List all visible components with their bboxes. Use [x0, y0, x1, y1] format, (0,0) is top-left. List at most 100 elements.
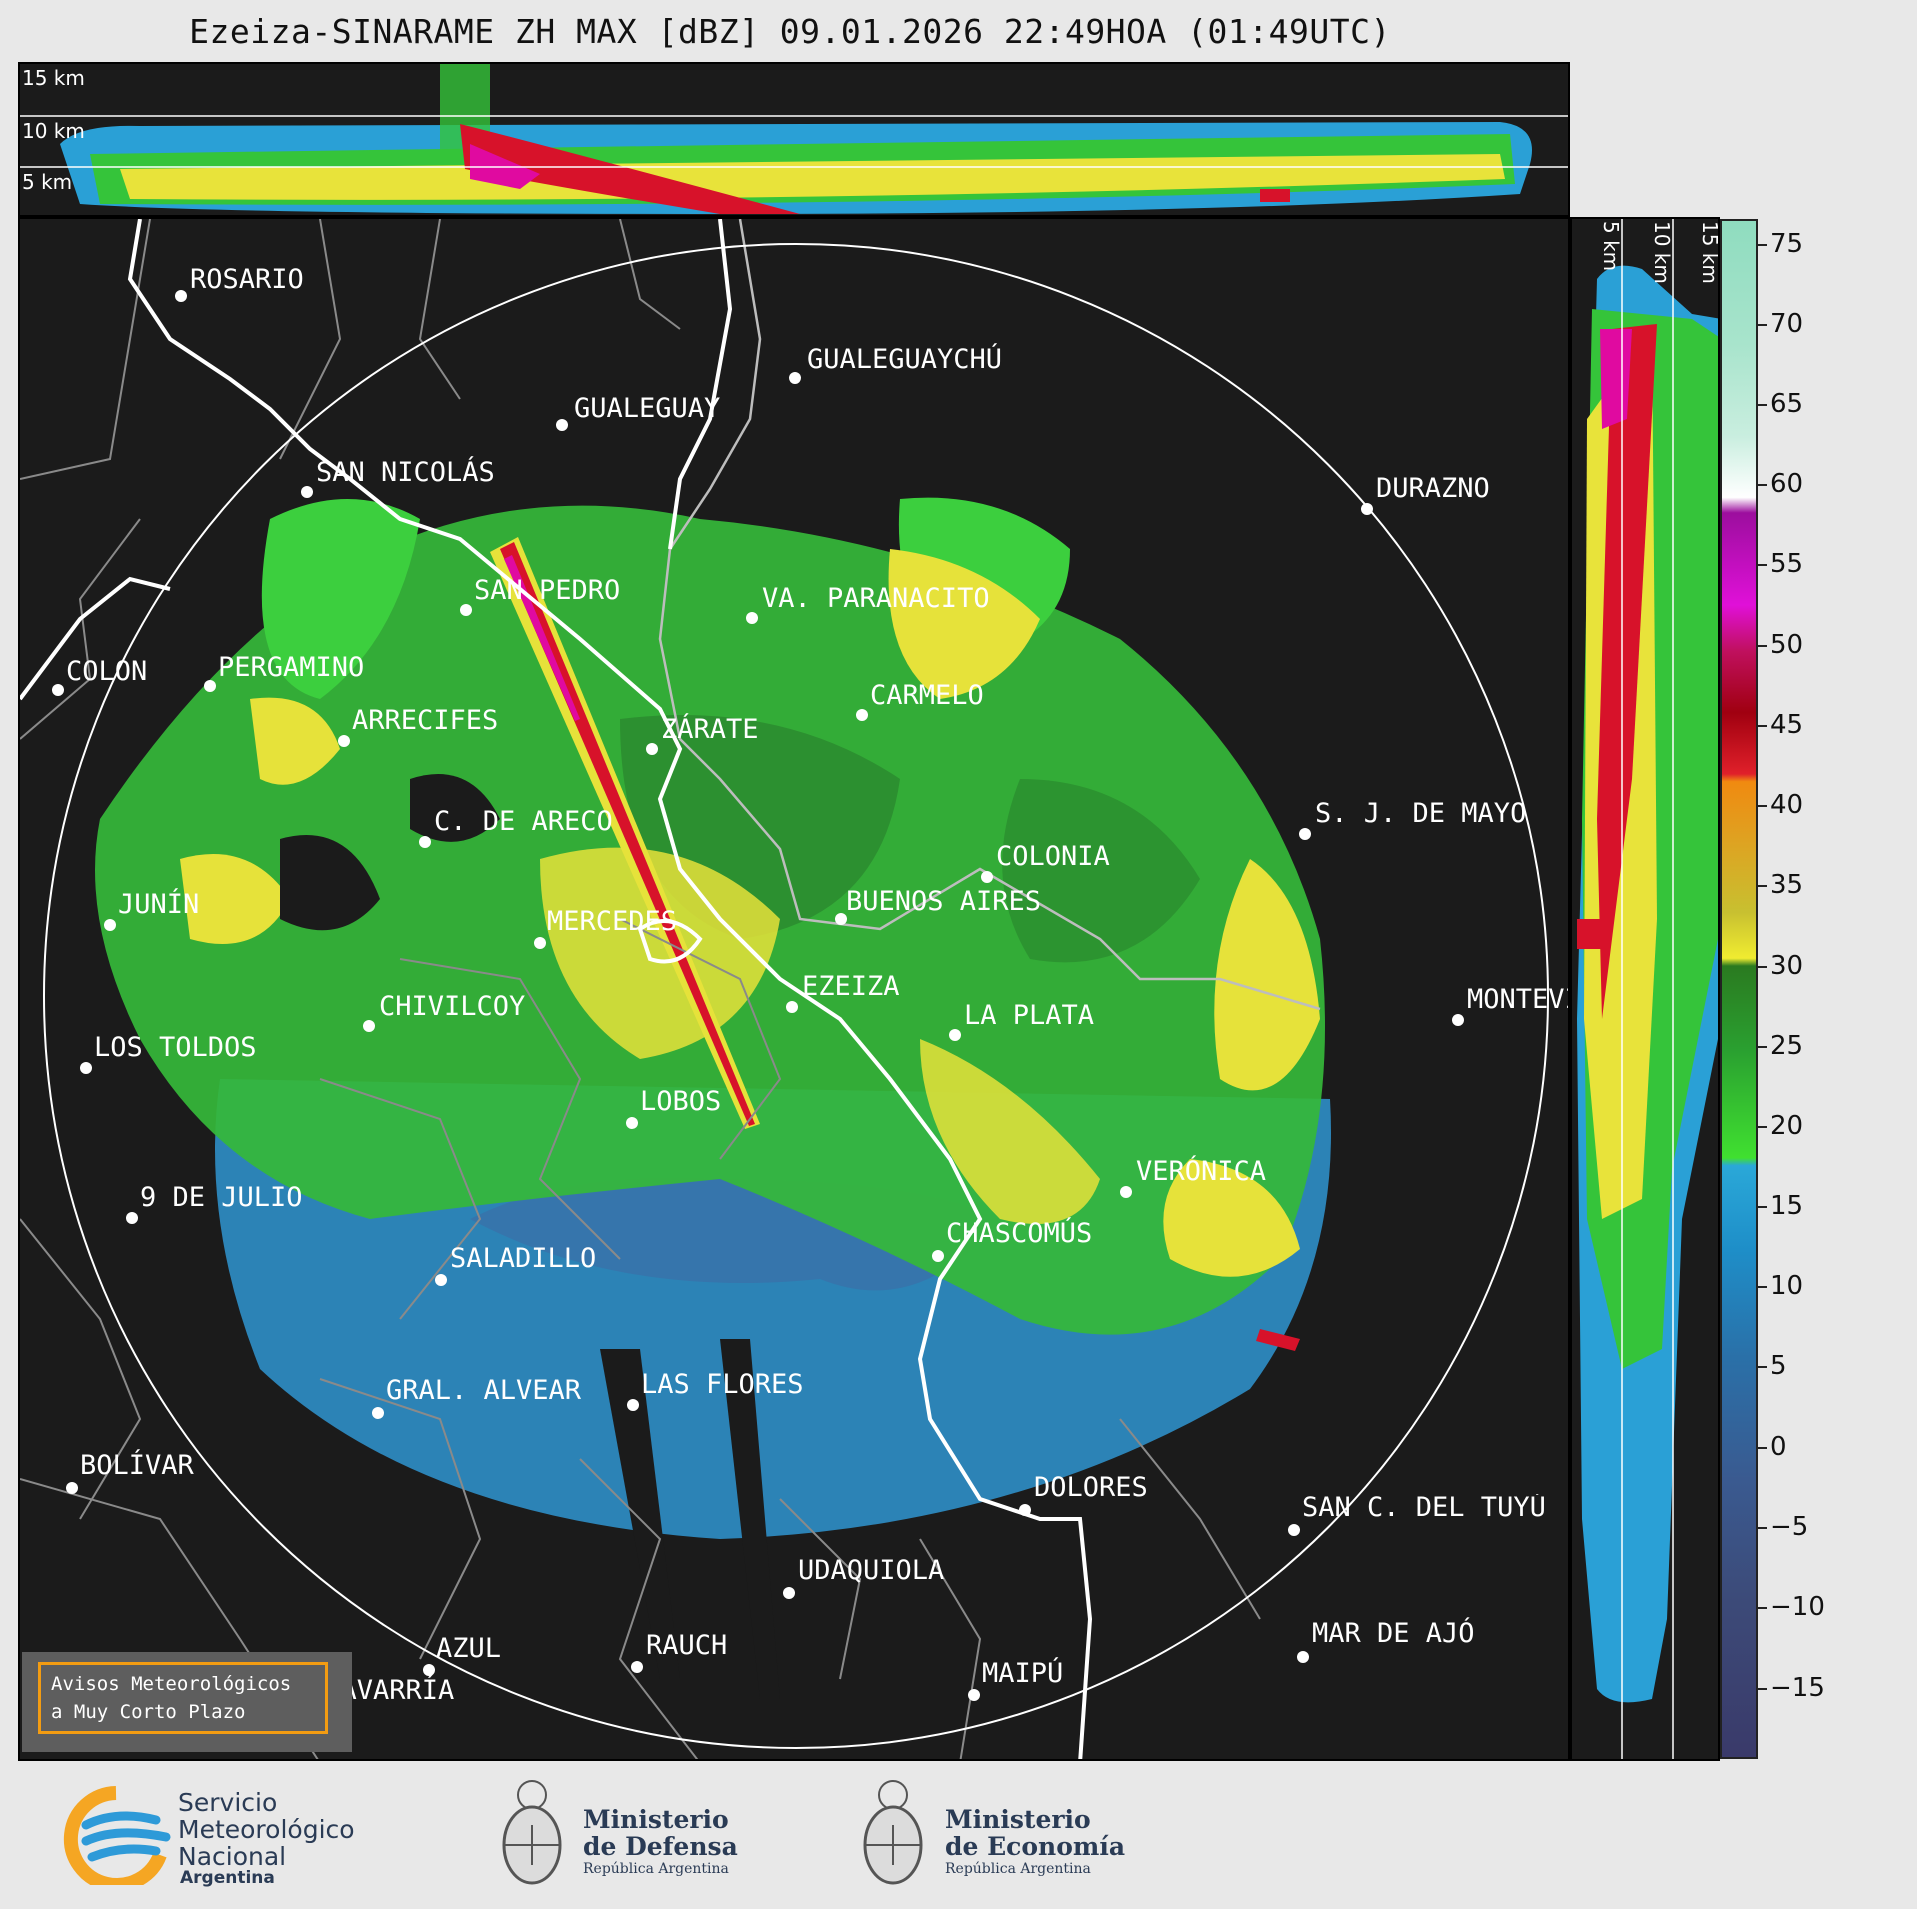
colorbar-tick-label: 55 [1770, 549, 1804, 579]
colorbar-tick-label: 70 [1770, 309, 1804, 339]
city-dot-bolivar [66, 1482, 78, 1494]
city-label-colonia: COLONIA [996, 841, 1110, 872]
city-label-san-nicolas: SAN NICOLÁS [316, 457, 495, 488]
city-dot-9-de-julio [126, 1212, 138, 1224]
colorbar-tick-label: 60 [1770, 469, 1804, 499]
city-dot-colon [52, 684, 64, 696]
city-label-c-de-areco: C. DE ARECO [434, 806, 613, 837]
city-dot-s-j-de-mayo [1299, 828, 1311, 840]
city-label-dolores: DOLORES [1034, 1472, 1148, 1503]
city-dot-veronica [1120, 1186, 1132, 1198]
city-dot-azul [423, 1664, 435, 1676]
city-label-chivilcoy: CHIVILCOY [379, 991, 526, 1022]
city-label-junin: JUNÍN [118, 889, 200, 920]
city-label-ezeiza: EZEIZA [802, 971, 900, 1002]
colorbar-tick-mark [1758, 1286, 1767, 1288]
radar-map[interactable]: ROSARIO GUALEGUAYCHÚ GUALEGUAY SAN NICOL… [18, 217, 1570, 1761]
smn-line-2: Meteorológico [178, 1815, 355, 1844]
side-height-label-5km: 5 km [1599, 221, 1623, 272]
defensa-line-2: de Defensa [583, 1832, 738, 1861]
radar-map-graphics [20, 219, 1549, 1759]
city-dot-gualeguaychu [789, 372, 801, 384]
city-label-san-c-del-tuyu: SAN C. DEL TUYÚ [1302, 1494, 1546, 1521]
city-dot-zarate [646, 743, 658, 755]
city-dot-chivilcoy [363, 1020, 375, 1032]
defensa-coat-of-arms-icon [502, 1780, 562, 1885]
colorbar-tick-mark [1758, 484, 1767, 486]
city-label-zarate: ZÁRATE [661, 714, 759, 745]
city-label-chascomus: CHASCOMÚS [946, 1218, 1093, 1249]
city-label-bolivar: BOLÍVAR [80, 1450, 194, 1481]
colorbar-tick-label: 65 [1770, 389, 1804, 419]
city-label-gualeguay: GUALEGUAY [574, 393, 721, 424]
side-cross-section: 5 km 10 km 15 km [1570, 217, 1720, 1761]
smn-logo-icon [63, 1786, 171, 1885]
side-height-label-10km: 10 km [1650, 221, 1674, 284]
colorbar-tick-label: 5 [1770, 1351, 1787, 1381]
city-dot-gral-alvear [372, 1407, 384, 1419]
warning-box[interactable]: Avisos Meteorológicos a Muy Corto Plazo [22, 1652, 352, 1752]
reflectivity-colorbar [1720, 219, 1758, 1759]
city-dot-chascomus [932, 1250, 944, 1262]
colorbar-tick-label: 45 [1770, 710, 1804, 740]
city-label-azul: AZUL [436, 1633, 502, 1664]
warning-line-2: a Muy Corto Plazo [51, 1701, 246, 1723]
colorbar-tick-mark [1758, 1366, 1767, 1368]
city-dot-los-toldos [80, 1062, 92, 1074]
colorbar-tick-label: 10 [1770, 1271, 1804, 1301]
colorbar-tick-mark [1758, 966, 1767, 968]
colorbar-tick-label: 35 [1770, 870, 1804, 900]
colorbar-tick-label: 20 [1770, 1111, 1804, 1141]
colorbar-tick-label: 40 [1770, 790, 1804, 820]
city-label-colon: COLON [66, 656, 148, 687]
colorbar-tick-label: 15 [1770, 1191, 1804, 1221]
colorbar-tick-label: 30 [1770, 951, 1804, 981]
smn-line-3: Nacional [178, 1842, 287, 1871]
city-label-lobos: LOBOS [640, 1086, 722, 1117]
colorbar-tick-label: 0 [1770, 1432, 1787, 1462]
height-label-5km: 5 km [22, 170, 73, 194]
colorbar-tick-mark [1758, 725, 1767, 727]
department-boundaries [20, 219, 1261, 1759]
economia-coat-of-arms-icon [863, 1780, 923, 1885]
colorbar-tick-label: −5 [1770, 1512, 1809, 1542]
defensa-line-1: Ministerio [583, 1805, 729, 1834]
colorbar-tick-mark [1758, 1527, 1767, 1529]
colorbar-tick-mark [1758, 1607, 1767, 1609]
city-dot-buenos-aires [835, 913, 847, 925]
city-label-gral-alvear: GRAL. ALVEAR [386, 1375, 582, 1406]
economia-line-1: Ministerio [945, 1805, 1091, 1834]
height-label-10km: 10 km [22, 119, 85, 143]
city-dot-maipu [968, 1689, 980, 1701]
top-cross-section-echo [20, 64, 1568, 214]
city-dot-carmelo [856, 709, 868, 721]
city-dot-pergamino [204, 680, 216, 692]
city-label-las-flores: LAS FLORES [641, 1369, 804, 1400]
colorbar-tick-label: 50 [1770, 630, 1804, 660]
city-label-veronica: VERÓNICA [1136, 1156, 1267, 1187]
province-borders [20, 219, 1093, 1759]
city-label-s-j-de-mayo: S. J. DE MAYO [1315, 798, 1527, 829]
city-dot-gualeguay [556, 419, 568, 431]
city-label-saladillo: SALADILLO [450, 1243, 597, 1274]
city-dot-va-paranacito [746, 612, 758, 624]
colorbar-tick-label: 75 [1770, 229, 1804, 259]
colorbar-tick-mark [1758, 1447, 1767, 1449]
city-dot-junin [104, 919, 116, 931]
city-dot-la-plata [949, 1029, 961, 1041]
colorbar-tick-mark [1758, 885, 1767, 887]
city-dot-arrecifes [338, 735, 350, 747]
colorbar-tick-label: 25 [1770, 1031, 1804, 1061]
colorbar-tick-mark [1758, 404, 1767, 406]
colorbar-tick-mark [1758, 1206, 1767, 1208]
economia-line-3: República Argentina [945, 1861, 1091, 1877]
city-dot-rosario [175, 290, 187, 302]
colorbar-tick-mark [1758, 1688, 1767, 1690]
colorbar-tick-mark [1758, 324, 1767, 326]
city-dot-mercedes [534, 937, 546, 949]
city-label-arrecifes: ARRECIFES [352, 705, 499, 736]
city-label-carmelo: CARMELO [870, 680, 984, 711]
city-dot-mar-de-ajo [1297, 1651, 1309, 1663]
colorbar-tick-mark [1758, 1046, 1767, 1048]
coastline [658, 219, 1321, 1011]
